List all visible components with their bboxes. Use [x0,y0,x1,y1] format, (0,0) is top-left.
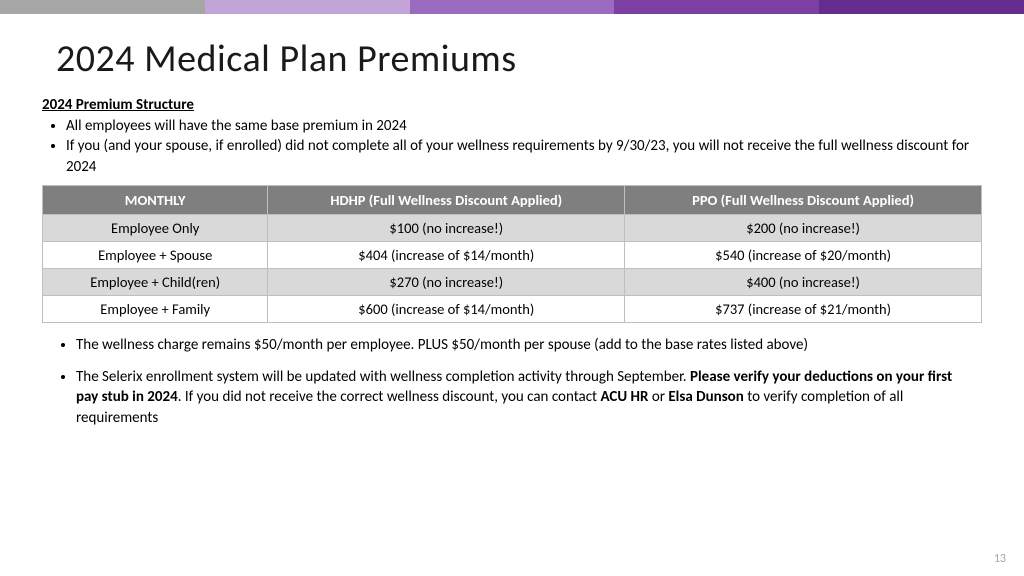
table-cell: Employee + Spouse [43,241,268,268]
page-number: 13 [994,552,1006,566]
slide-content: 2024 Medical Plan Premiums 2024 Premium … [0,14,1024,428]
table-header-cell: MONTHLY [43,185,268,214]
table-row: Employee + Child(ren)$270 (no increase!)… [43,268,982,295]
table-cell: $404 (increase of $14/month) [268,241,625,268]
table-cell: $270 (no increase!) [268,268,625,295]
table-body: Employee Only$100 (no increase!)$200 (no… [43,214,982,322]
table-cell: Employee + Child(ren) [43,268,268,295]
table-cell: $600 (increase of $14/month) [268,295,625,322]
table-cell: $100 (no increase!) [268,214,625,241]
premiums-table: MONTHLYHDHP (Full Wellness Discount Appl… [42,185,982,323]
accent-bar [0,0,1024,14]
table-cell: $540 (increase of $20/month) [625,241,982,268]
accent-segment [205,0,410,14]
table-cell: $737 (increase of $21/month) [625,295,982,322]
note-item: The wellness charge remains $50/month pe… [76,335,982,355]
accent-segment [614,0,819,14]
bold-text: Please verify your deductions on your fi… [76,368,952,406]
bold-text: ACU HR [600,388,648,406]
table-cell: $400 (no increase!) [625,268,982,295]
bold-text: Elsa Dunson [668,388,743,406]
accent-segment [819,0,1024,14]
table-row: Employee + Spouse$404 (increase of $14/m… [43,241,982,268]
table-header-cell: HDHP (Full Wellness Discount Applied) [268,185,625,214]
accent-segment [0,0,205,14]
structure-bullets: All employees will have the same base pr… [66,116,982,177]
table-row: Employee + Family$600 (increase of $14/m… [43,295,982,322]
table-cell: $200 (no increase!) [625,214,982,241]
notes-bullets: The wellness charge remains $50/month pe… [76,335,982,428]
table-header-row: MONTHLYHDHP (Full Wellness Discount Appl… [43,185,982,214]
table-row: Employee Only$100 (no increase!)$200 (no… [43,214,982,241]
table-cell: Employee Only [43,214,268,241]
table-cell: Employee + Family [43,295,268,322]
bullet-item: All employees will have the same base pr… [66,116,982,136]
note-item: The Selerix enrollment system will be up… [76,367,982,428]
accent-segment [410,0,615,14]
page-title: 2024 Medical Plan Premiums [56,36,982,82]
table-header-cell: PPO (Full Wellness Discount Applied) [625,185,982,214]
premium-structure-heading: 2024 Premium Structure [42,96,982,114]
bullet-item: If you (and your spouse, if enrolled) di… [66,136,982,177]
